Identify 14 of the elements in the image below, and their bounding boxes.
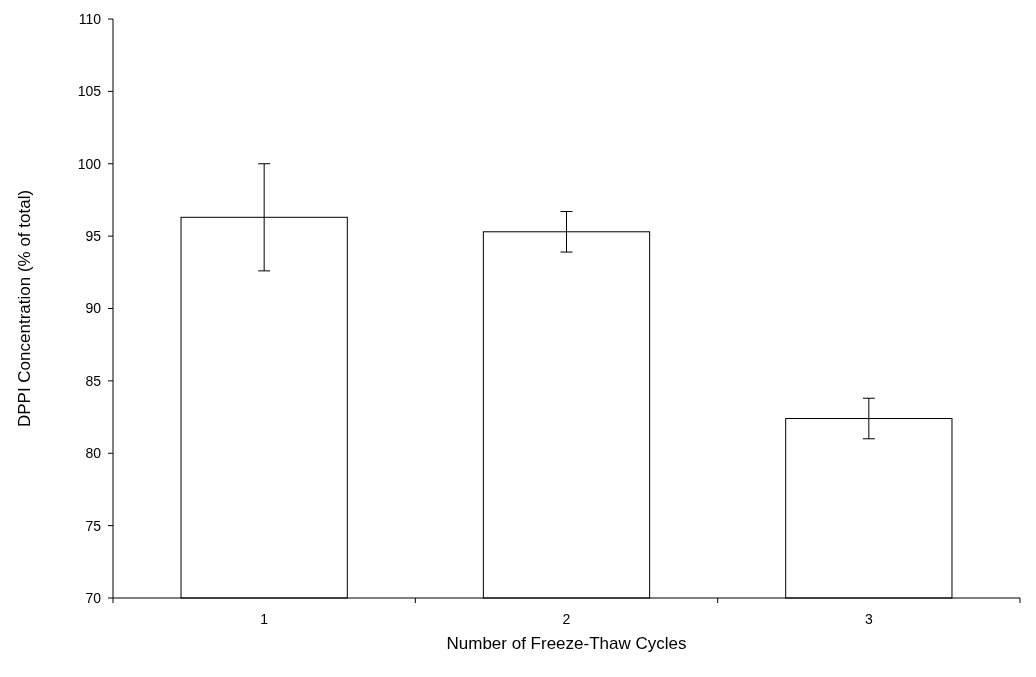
y-tick-label: 85 (85, 372, 102, 389)
x-tick-label: 3 (864, 611, 873, 627)
x-tick-label: 1 (260, 611, 269, 627)
y-tick-label: 70 (85, 589, 102, 606)
y-tick-label: 75 (85, 517, 102, 534)
y-tick-label: 80 (85, 445, 102, 462)
y-tick-label: 100 (77, 155, 102, 172)
x-axis-title: Number of Freeze-Thaw Cycles (446, 634, 687, 653)
y-tick-label: 95 (85, 228, 102, 245)
y-tick-label: 90 (85, 300, 102, 317)
y-tick-label: 105 (77, 83, 102, 100)
y-axis-title: DPPI Concentration (% of total) (15, 189, 34, 428)
x-tick-label: 2 (562, 611, 571, 627)
y-tick-label: 110 (78, 10, 102, 27)
